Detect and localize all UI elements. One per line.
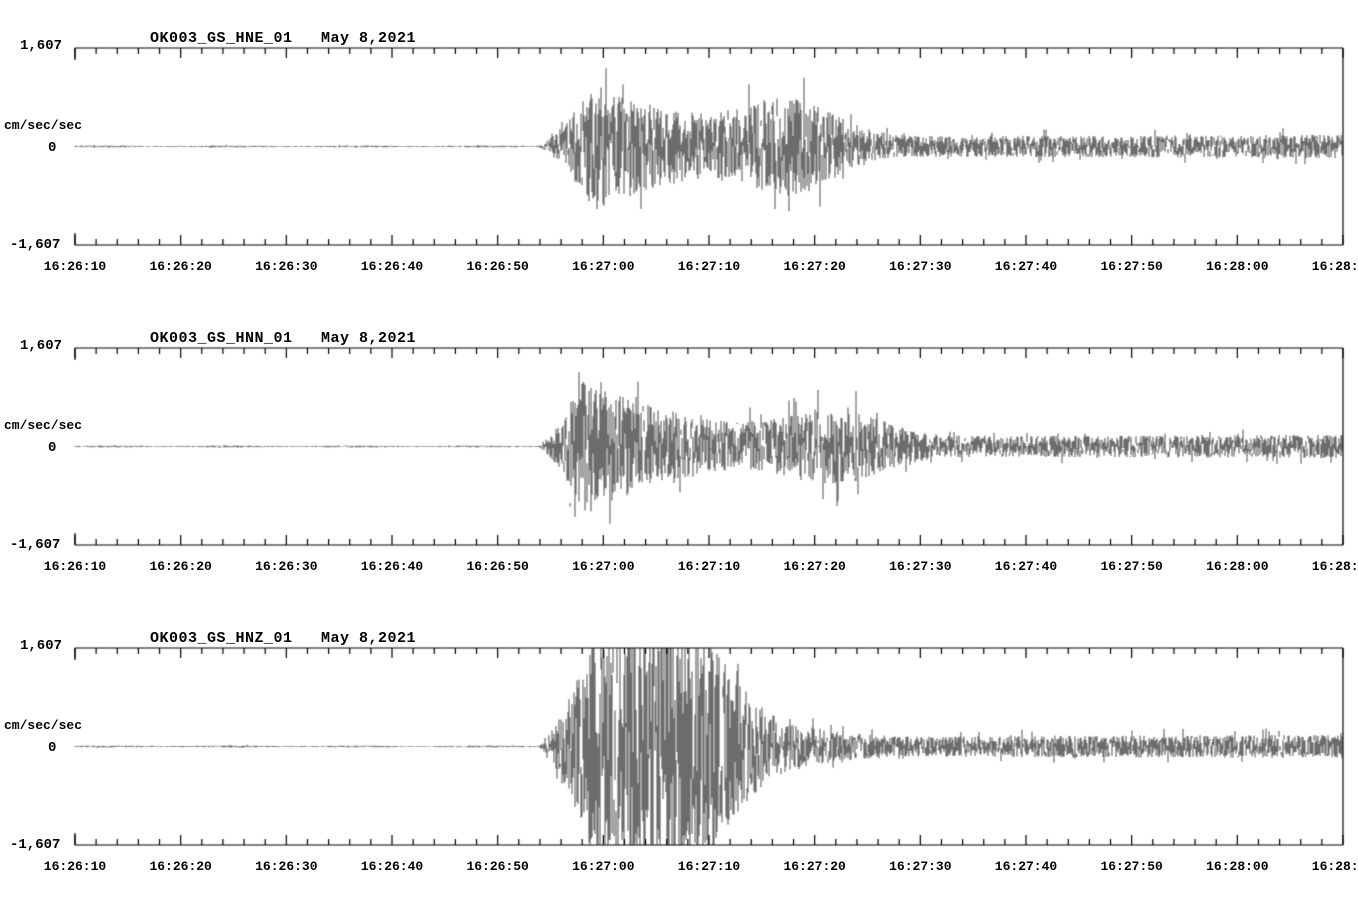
x-axis-tick-label-hne-8: 16:27:30 <box>889 259 951 274</box>
x-axis-tick-label-hnz-2: 16:26:30 <box>255 859 317 874</box>
y-axis-min-label-hne: -1,607 <box>10 237 60 253</box>
x-axis-tick-label-hnz-7: 16:27:20 <box>783 859 845 874</box>
x-axis-tick-label-hnn-9: 16:27:40 <box>995 559 1057 574</box>
y-axis-unit-label-hnz: cm/sec/sec <box>4 718 82 733</box>
x-axis-tick-label-hnz-6: 16:27:10 <box>678 859 740 874</box>
x-axis-tick-label-hnz-1: 16:26:20 <box>149 859 211 874</box>
x-axis-tick-label-hne-5: 16:27:00 <box>572 259 634 274</box>
y-axis-zero-label-hne: 0 <box>48 140 56 156</box>
x-axis-tick-label-hnn-7: 16:27:20 <box>783 559 845 574</box>
y-axis-max-label-hne: 1,607 <box>20 38 62 54</box>
x-axis-tick-label-hnz-9: 16:27:40 <box>995 859 1057 874</box>
x-axis-tick-label-hnz-11: 16:28:00 <box>1206 859 1268 874</box>
x-axis-tick-label-hnn-8: 16:27:30 <box>889 559 951 574</box>
x-axis-tick-label-hnn-3: 16:26:40 <box>361 559 423 574</box>
y-axis-unit-label-hnn: cm/sec/sec <box>4 418 82 433</box>
panel-title-hne: OK003_GS_HNE_01 May 8,2021 <box>150 30 416 47</box>
x-axis-tick-label-hne-3: 16:26:40 <box>361 259 423 274</box>
x-axis-tick-label-hnz-3: 16:26:40 <box>361 859 423 874</box>
x-axis-tick-label-hne-4: 16:26:50 <box>466 259 528 274</box>
x-axis-tick-label-hnz-10: 16:27:50 <box>1100 859 1162 874</box>
x-axis-tick-label-hne-10: 16:27:50 <box>1100 259 1162 274</box>
x-axis-tick-label-hne-1: 16:26:20 <box>149 259 211 274</box>
x-axis-tick-label-hne-0: 16:26:10 <box>44 259 106 274</box>
panel-title-hnn: OK003_GS_HNN_01 May 8,2021 <box>150 330 416 347</box>
x-axis-tick-label-hne-11: 16:28:00 <box>1206 259 1268 274</box>
x-axis-tick-label-hnn-11: 16:28:00 <box>1206 559 1268 574</box>
y-axis-max-label-hnn: 1,607 <box>20 338 62 354</box>
y-axis-zero-label-hnz: 0 <box>48 740 56 756</box>
x-axis-tick-label-hnz-0: 16:26:10 <box>44 859 106 874</box>
y-axis-min-label-hnn: -1,607 <box>10 537 60 553</box>
x-axis-tick-label-hnz-5: 16:27:00 <box>572 859 634 874</box>
x-axis-tick-label-hnn-6: 16:27:10 <box>678 559 740 574</box>
x-axis-tick-label-hne-9: 16:27:40 <box>995 259 1057 274</box>
y-axis-zero-label-hnn: 0 <box>48 440 56 456</box>
y-axis-max-label-hnz: 1,607 <box>20 638 62 654</box>
x-axis-tick-label-hnz-12: 16:28:10 <box>1312 859 1358 874</box>
x-axis-tick-label-hnn-10: 16:27:50 <box>1100 559 1162 574</box>
x-axis-tick-label-hne-6: 16:27:10 <box>678 259 740 274</box>
y-axis-min-label-hnz: -1,607 <box>10 837 60 853</box>
seismograph-page: OK003_GS_HNE_01 May 8,2021 1,607 0 -1,607 cm… <box>0 0 1358 924</box>
x-axis-tick-label-hne-7: 16:27:20 <box>783 259 845 274</box>
x-axis-tick-label-hnz-4: 16:26:50 <box>466 859 528 874</box>
x-axis-tick-label-hnn-1: 16:26:20 <box>149 559 211 574</box>
y-axis-unit-label-hne: cm/sec/sec <box>4 118 82 133</box>
x-axis-tick-label-hne-2: 16:26:30 <box>255 259 317 274</box>
x-axis-tick-label-hnn-12: 16:28:10 <box>1312 559 1358 574</box>
x-axis-tick-label-hnn-5: 16:27:00 <box>572 559 634 574</box>
x-axis-tick-label-hnn-4: 16:26:50 <box>466 559 528 574</box>
panel-title-hnz: OK003_GS_HNZ_01 May 8,2021 <box>150 630 416 647</box>
x-axis-tick-label-hnn-0: 16:26:10 <box>44 559 106 574</box>
x-axis-tick-label-hne-12: 16:28:10 <box>1312 259 1358 274</box>
x-axis-tick-label-hnn-2: 16:26:30 <box>255 559 317 574</box>
x-axis-tick-label-hnz-8: 16:27:30 <box>889 859 951 874</box>
